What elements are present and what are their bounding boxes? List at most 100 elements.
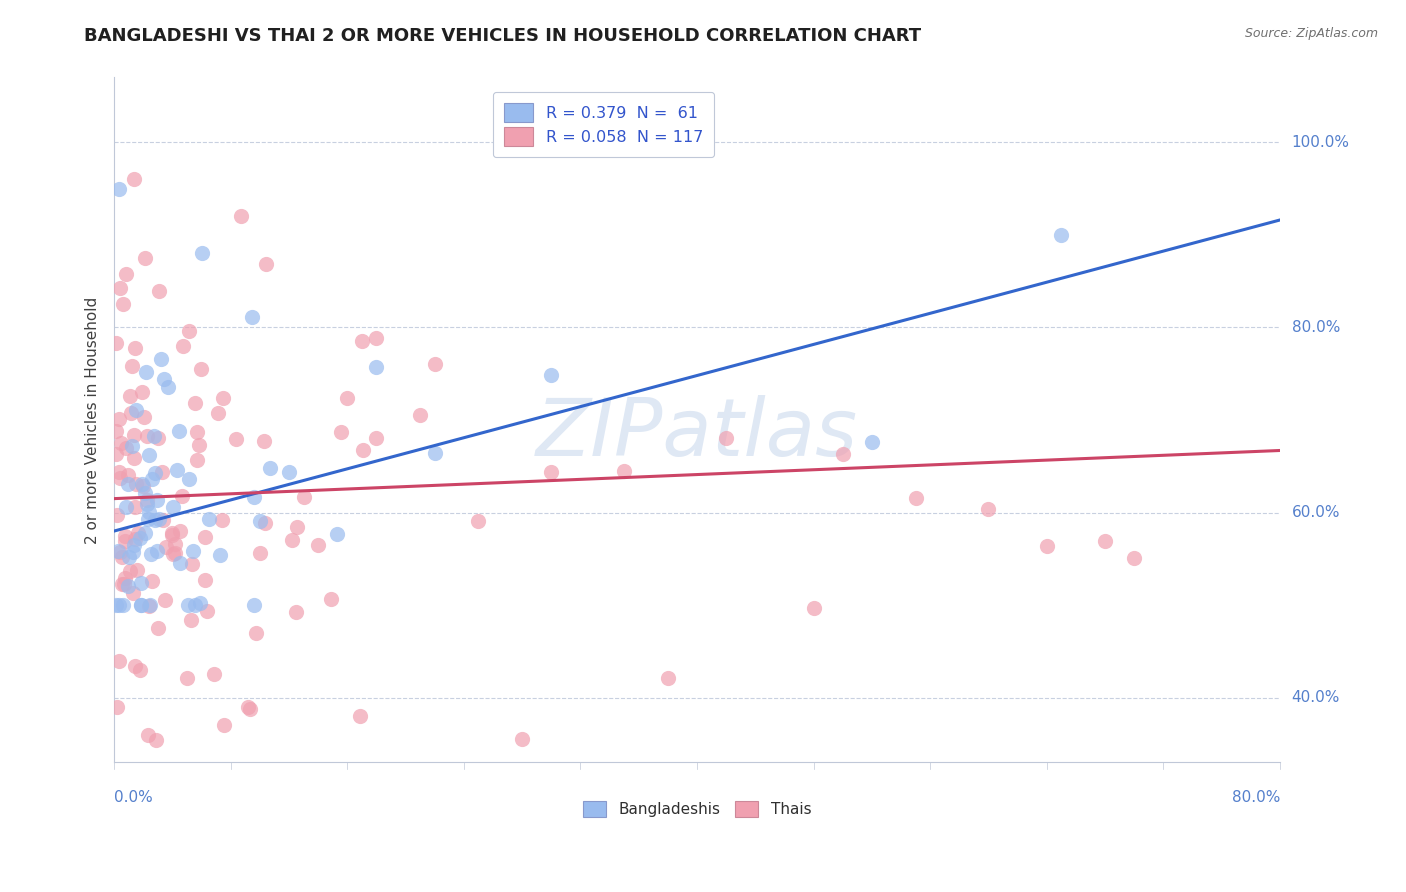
Point [152,513,174,527]
Point [114,533,136,548]
Point [229,209,252,223]
Text: 80.0%: 80.0% [1232,789,1279,805]
Point [325,526,347,541]
Point [613,464,636,478]
Point [860,434,883,449]
Point [124,532,146,546]
Point [105,699,128,714]
Point [111,550,134,565]
Point [125,476,148,491]
Point [1123,550,1146,565]
Point [350,334,373,348]
Point [366,431,388,445]
Point [114,529,136,543]
Point [186,425,208,440]
Point [155,540,177,554]
Point [177,598,200,612]
Point [136,728,159,742]
Point [198,512,221,526]
Point [138,599,160,613]
Point [131,384,153,399]
Point [121,439,143,453]
Point [510,732,533,747]
Point [114,441,136,455]
Point [190,361,212,376]
Point [162,547,184,561]
Point [117,579,139,593]
Point [467,515,489,529]
Point [104,424,127,438]
Point [104,336,127,351]
Point [104,447,127,461]
Point [107,654,129,668]
Point [148,285,170,299]
Point [135,497,157,511]
Point [122,428,145,442]
Point [169,524,191,538]
Point [249,514,271,528]
Point [128,532,150,546]
Point [125,563,148,577]
Point [212,392,235,406]
Point [1036,539,1059,553]
Point [285,520,308,534]
Point [117,467,139,482]
Point [142,429,165,443]
Point [540,368,562,382]
Point [259,460,281,475]
Point [146,544,169,558]
Point [122,545,145,559]
Point [657,671,679,685]
Point [138,449,160,463]
Point [111,598,134,612]
Point [977,501,1000,516]
Point [110,471,132,485]
Point [321,592,343,607]
Point [180,613,202,627]
Point [127,525,149,540]
Point [292,490,315,504]
Point [245,625,267,640]
Point [141,472,163,486]
Text: ZIPatlas: ZIPatlas [536,394,858,473]
Point [108,412,131,426]
Point [167,424,190,438]
Point [111,577,134,591]
Point [225,432,247,446]
Point [148,622,170,636]
Point [146,492,169,507]
Point [112,576,135,591]
Point [160,527,183,541]
Point [114,571,136,585]
Point [207,406,229,420]
Point [209,548,232,562]
Point [107,543,129,558]
Point [108,465,131,479]
Point [149,351,172,366]
Point [904,491,927,505]
Point [114,500,136,514]
Point [107,598,129,612]
Point [179,472,201,486]
Point [138,505,160,519]
Point [409,408,432,422]
Point [152,372,174,386]
Point [166,463,188,477]
Point [249,546,271,560]
Point [115,267,138,281]
Point [131,598,153,612]
Point [121,359,143,373]
Point [184,598,207,612]
Point [243,598,266,612]
Point [136,429,159,443]
Point [136,512,159,526]
Point [122,585,145,599]
Text: BANGLADESHI VS THAI 2 OR MORE VEHICLES IN HOUSEHOLD CORRELATION CHART: BANGLADESHI VS THAI 2 OR MORE VEHICLES I… [84,27,921,45]
Point [176,671,198,685]
Point [117,476,139,491]
Point [122,450,145,465]
Point [253,434,276,448]
Text: 80.0%: 80.0% [1292,320,1340,334]
Point [243,491,266,505]
Point [148,512,170,526]
